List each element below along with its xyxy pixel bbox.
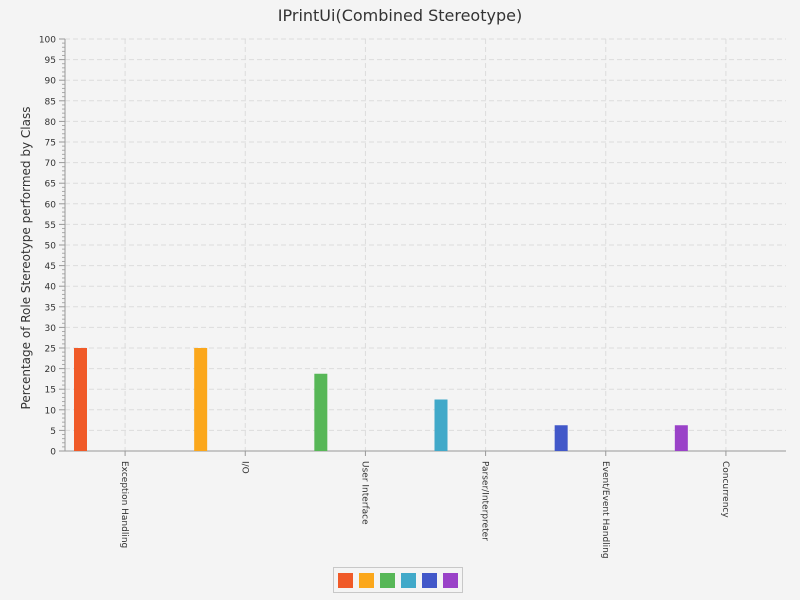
legend-swatch <box>422 572 437 588</box>
y-tick-label: 40 <box>45 283 57 293</box>
bar <box>554 425 568 451</box>
y-tick-label: 20 <box>45 365 57 375</box>
y-tick-label: 15 <box>45 386 56 396</box>
tick-labels: 0 5 10 15 20 25 30 35 40 45 50 55 60 65 70 75 80 85 90 95 10… <box>39 36 730 559</box>
y-tick-label: 85 <box>45 97 56 107</box>
y-tick-label: 90 <box>45 77 57 87</box>
y-tick-label: 30 <box>45 324 57 334</box>
y-tick-label: 55 <box>45 221 56 231</box>
gridlines <box>65 38 786 451</box>
x-tick-label: I/O <box>239 461 249 474</box>
y-tick-label: 45 <box>45 262 56 272</box>
bars <box>74 348 688 451</box>
chart-title: IPrintUi(Combined Stereotype) <box>277 6 523 25</box>
x-tick-label: Exception Handling <box>119 461 129 548</box>
axes <box>59 38 786 456</box>
x-tick-label: Event/Event Handling <box>600 461 610 559</box>
y-tick-label: 50 <box>45 242 57 252</box>
y-tick-label: 80 <box>45 118 57 128</box>
bar <box>314 373 328 451</box>
bar <box>194 348 208 451</box>
y-tick-label: 95 <box>45 56 56 66</box>
y-tick-label: 5 <box>50 427 56 437</box>
legend-swatch <box>380 572 395 588</box>
legend-swatch <box>359 572 374 588</box>
bar <box>74 348 87 451</box>
y-tick-label: 0 <box>50 448 56 458</box>
x-tick-label: Concurrency <box>720 461 730 518</box>
y-tick-label: 25 <box>45 345 56 355</box>
bar <box>434 399 448 451</box>
y-tick-label: 10 <box>45 406 57 416</box>
y-tick-label: 100 <box>39 36 56 46</box>
x-tick-label: User Interface <box>359 461 369 525</box>
y-tick-label: 75 <box>45 139 56 149</box>
legend-swatch <box>338 572 353 588</box>
legend-swatch <box>401 572 416 588</box>
y-tick-label: 65 <box>45 180 56 190</box>
x-tick-label: Parser/Interpreter <box>480 461 490 541</box>
y-tick-label: 70 <box>45 159 57 169</box>
y-tick-label: 35 <box>45 303 56 313</box>
y-tick-label: 60 <box>45 200 57 210</box>
legend-swatch <box>443 572 458 588</box>
bar <box>674 425 688 451</box>
legend <box>333 567 463 593</box>
